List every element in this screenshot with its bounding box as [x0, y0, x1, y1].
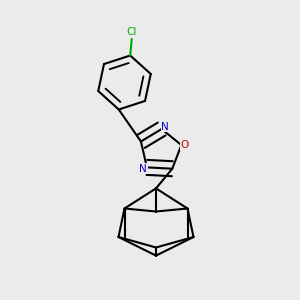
Text: N: N: [140, 164, 147, 174]
Text: Cl: Cl: [127, 27, 137, 37]
Text: N: N: [161, 122, 169, 132]
Text: O: O: [180, 140, 188, 150]
